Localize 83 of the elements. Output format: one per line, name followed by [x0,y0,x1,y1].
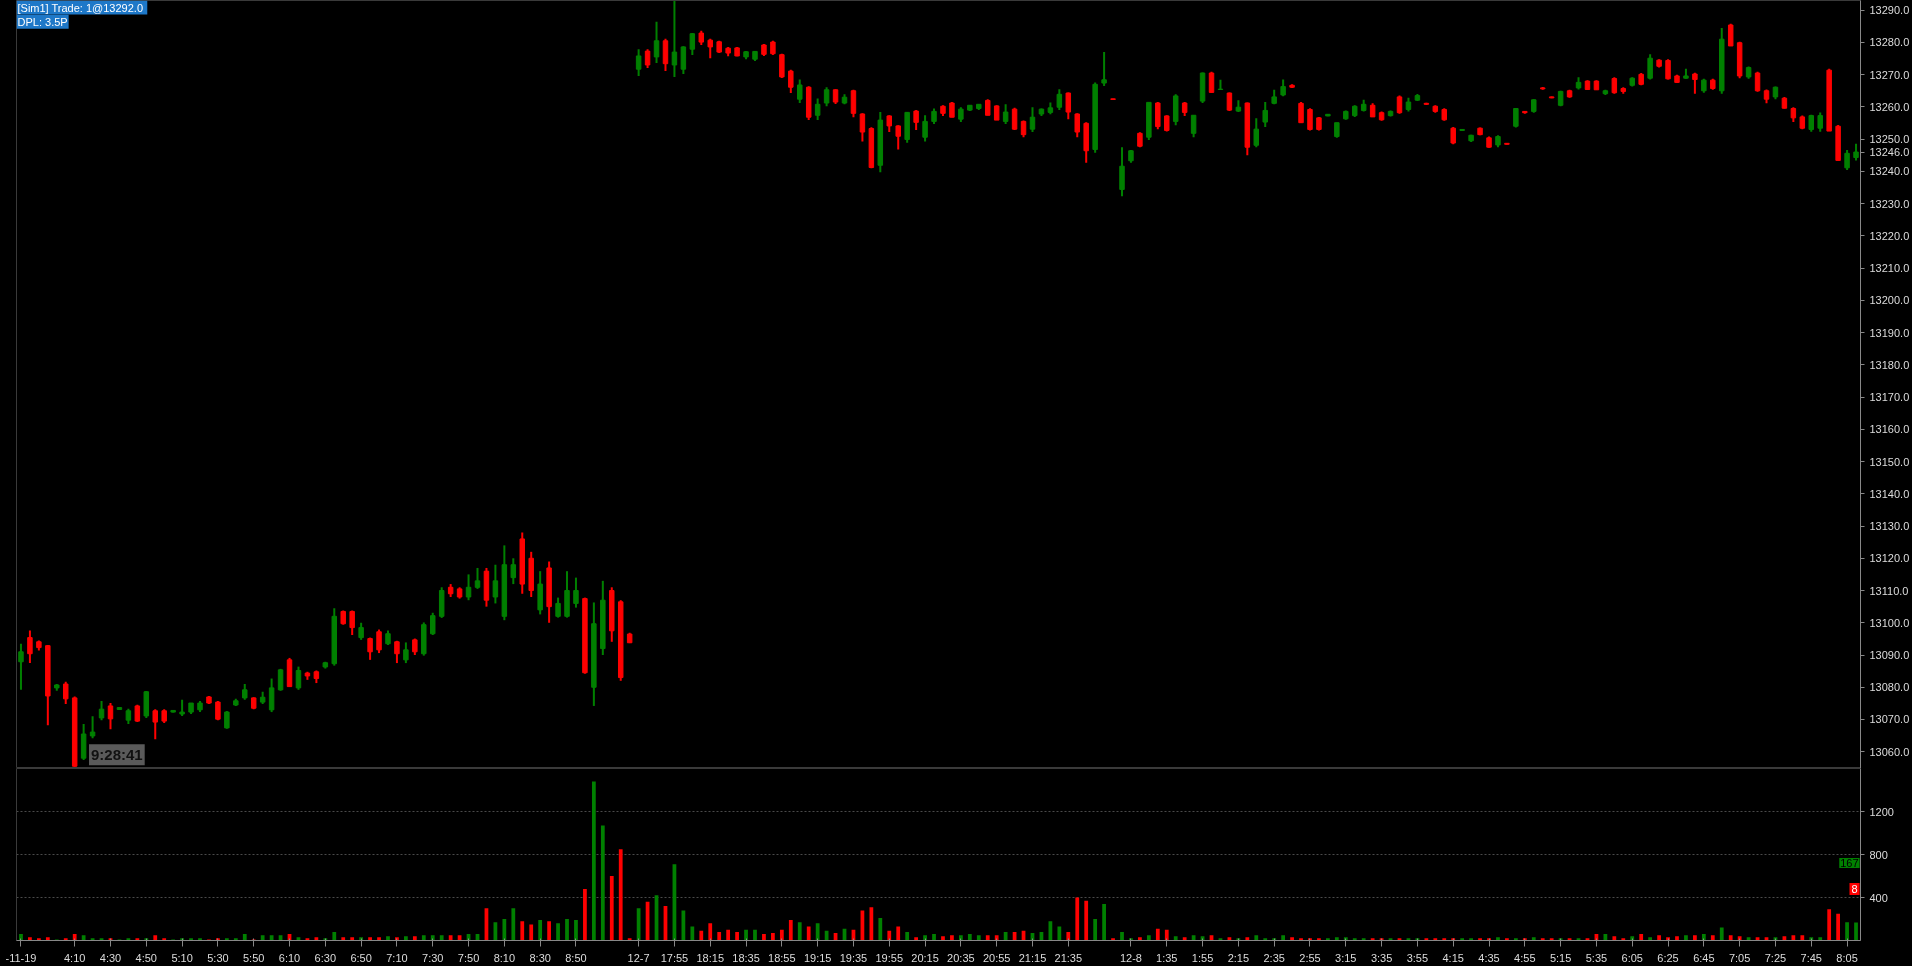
x-tick-label: 7:30 [422,951,444,964]
y-tick-label: 800 [1869,848,1888,861]
x-tick-label: 12-8 [1119,951,1142,964]
y-tick-label: 13070.0 [1869,713,1910,726]
x-tick-label: 6:45 [1693,951,1715,964]
x-tick-label: 17:55 [660,951,689,964]
x-tick-label: 5:10 [171,951,193,964]
x-tick-label: 8:30 [529,951,551,964]
x-tick-label: 18:15 [696,951,725,964]
annotation: DPL: 3.5P [17,15,68,28]
x-tick-label: 5:35 [1585,951,1608,964]
x-tick-label: 6:05 [1621,951,1643,964]
y-tick-label: 13100.0 [1869,616,1910,629]
x-tick-label: 19:55 [875,951,904,964]
y-tick-label: 13230.0 [1869,197,1910,210]
y-tick-label: 13150.0 [1869,455,1910,468]
x-tick-label: 7:25 [1764,951,1787,964]
y-tick-label: 13120.0 [1869,552,1910,565]
x-tick-label: 7:50 [457,951,480,964]
x-tick-label: 2:35 [1263,951,1285,964]
y-tick-label: 13110.0 [1869,584,1909,597]
x-tick-label: 18:35 [732,951,760,964]
y-tick-label: 13080.0 [1869,681,1910,694]
y-tick-label: 13180.0 [1869,358,1910,371]
y-tick-label: 13246.0 [1869,146,1910,159]
x-tick-label: 4:35 [1478,951,1500,964]
x-tick-label: 4:15 [1442,951,1464,964]
x-tick-label: 6:30 [314,951,337,964]
y-tick-label: 13200.0 [1869,294,1910,307]
y-tick-label: 13280.0 [1869,36,1910,49]
y-tick-label: 13130.0 [1869,520,1910,533]
annotation: 9:28:41 [91,746,143,764]
y-tick-label: 13140.0 [1869,487,1910,500]
y-tick-label: 13260.0 [1869,100,1910,113]
x-tick-label: 3:35 [1370,951,1393,964]
annotation: 8 [1851,882,1858,895]
x-tick-label: 1:35 [1156,951,1178,964]
x-tick-label: 6:10 [278,951,301,964]
x-tick-label: 20:35 [947,951,975,964]
x-tick-label: 4:55 [1514,951,1536,964]
x-tick-label: 12-7 [627,951,650,964]
y-tick-label: 13090.0 [1869,649,1910,662]
x-tick-label: 8:05 [1836,951,1858,964]
x-tick-label: 21:15 [1018,951,1047,964]
x-tick-label: 5:30 [207,951,229,964]
x-tick-label: -11-19 [5,951,37,964]
x-tick-label: 1:55 [1191,951,1214,964]
x-tick-label: 20:15 [911,951,939,964]
y-tick-label: 13060.0 [1869,745,1910,758]
y-tick-label: 13170.0 [1869,391,1910,404]
x-tick-label: 4:30 [99,951,122,964]
y-tick-label: 13290.0 [1869,4,1910,17]
y-tick-label: 13250.0 [1869,133,1910,146]
y-tick-label: 1200 [1869,805,1894,818]
x-tick-label: 18:55 [768,951,796,964]
y-tick-label: 13190.0 [1869,326,1910,339]
x-tick-label: 5:15 [1549,951,1572,964]
x-tick-label: 20:55 [982,951,1011,964]
y-tick-label: 13240.0 [1869,165,1910,178]
x-tick-label: 2:15 [1227,951,1250,964]
annotation: 167 [1840,857,1859,870]
x-tick-label: 7:10 [386,951,408,964]
x-tick-label: 7:45 [1800,951,1822,964]
x-tick-label: 21:35 [1054,951,1083,964]
x-tick-label: 5:50 [243,951,265,964]
y-tick-label: 13210.0 [1869,262,1910,275]
y-tick-label: 400 [1869,891,1888,904]
annotation: [Sim1] Trade: 1@13292.0 [17,1,144,14]
y-tick-label: 13220.0 [1869,229,1910,242]
x-tick-label: 3:15 [1335,951,1357,964]
x-tick-label: 8:50 [565,951,587,964]
x-tick-label: 19:15 [803,951,832,964]
x-tick-label: 4:50 [135,951,158,964]
x-tick-label: 6:50 [350,951,372,964]
x-tick-label: 19:35 [839,951,868,964]
x-tick-label: 2:55 [1299,951,1321,964]
x-tick-label: 7:05 [1728,951,1751,964]
y-tick-label: 13160.0 [1869,423,1910,436]
y-tick-label: 13270.0 [1869,68,1910,81]
x-tick-label: 8:10 [493,951,516,964]
x-tick-label: 4:10 [63,951,86,964]
x-tick-label: 6:25 [1657,951,1679,964]
x-tick-label: 3:55 [1406,951,1429,964]
